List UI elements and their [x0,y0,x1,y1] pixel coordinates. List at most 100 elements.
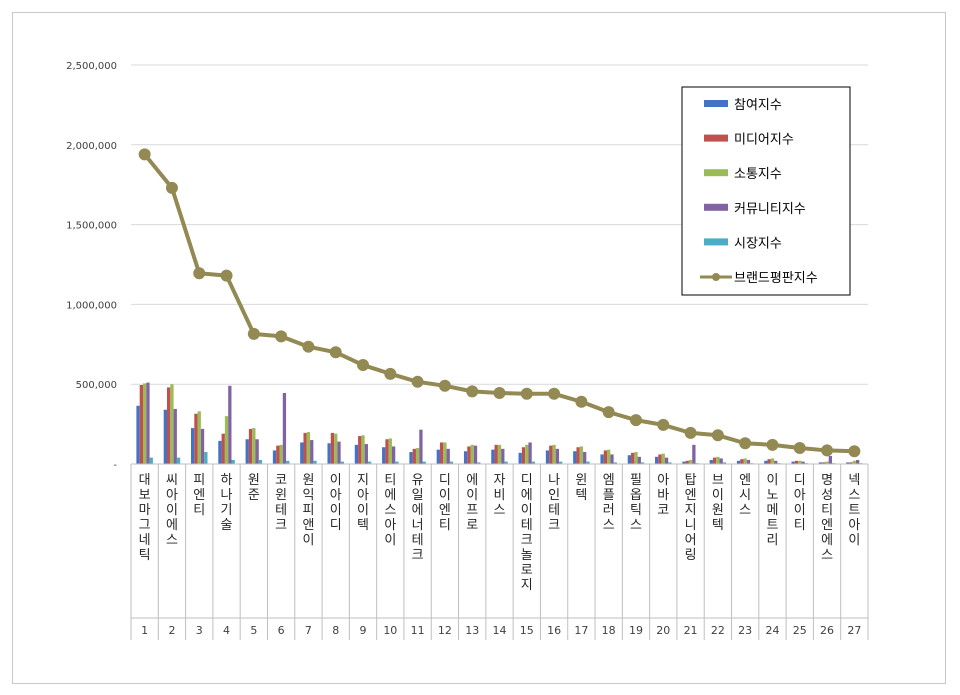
bar [282,392,287,464]
x-category-label-char: 나 [221,488,233,503]
bar [719,458,723,464]
x-category-label-char: 윈 [575,473,587,488]
x-category-label-char: 아 [657,473,669,488]
x-rank-label: 10 [383,624,397,637]
x-category-label-char: 로 [521,563,533,578]
x-category-label-char: 티 [794,518,806,533]
bar [218,440,222,464]
bar [767,459,771,464]
x-category-label-char: 이 [330,503,342,518]
x-category-label-char: 이 [466,488,478,503]
x-category-label-char: 엔 [739,473,751,488]
bar [330,432,335,464]
x-category-label-char: 나 [548,473,560,488]
legend-label: 시장지수 [734,236,782,251]
legend-label: 참여지수 [734,98,782,113]
x-rank-label: 3 [196,624,203,637]
x-category-label-char: 메 [766,503,778,518]
x-rank-label: 12 [438,624,452,637]
x-category-label-char: 유 [412,473,424,488]
x-category-label-char: 이 [384,533,396,548]
bar [685,460,689,464]
x-category-label-char: 피 [302,503,314,518]
line-marker [766,438,779,451]
bar [248,428,253,464]
bar [846,462,850,464]
x-category-label-char: 인 [548,488,560,503]
y-tick-label: - [113,460,117,471]
x-rank-label: 11 [411,624,425,637]
x-category-label-char: 이 [330,473,342,488]
line-marker [657,418,670,431]
bar [286,460,290,464]
x-category-label-char: 테 [521,518,533,533]
bar [436,449,440,464]
bar [712,457,717,464]
legend-label: 커뮤니티지수 [734,202,806,217]
bar [300,442,304,464]
bar [388,438,392,464]
legend-label: 소통지수 [734,167,782,182]
bar [166,387,171,464]
x-category-label-char: 틱 [630,503,642,518]
bar [382,447,386,464]
x-category-label-char: 크 [412,548,424,563]
line-marker [329,346,342,359]
x-category-label-char: 트 [766,518,778,533]
bar [576,447,580,464]
x-rank-label: 5 [250,624,257,637]
x-category-label-char: 에 [166,518,178,533]
bar [136,405,140,464]
bar [600,454,604,464]
bar [658,454,662,464]
x-category-label-char: 이 [439,488,451,503]
line-marker [384,367,397,380]
bar [491,449,495,464]
x-category-label-char: 스 [603,518,615,533]
bar [613,462,617,464]
x-rank-label: 2 [168,624,175,637]
bar [391,446,396,464]
x-category-label-char: 술 [221,518,233,533]
y-tick-label: 500,000 [76,380,117,391]
x-category-label-char: 스 [821,548,833,563]
line-marker [548,387,561,400]
x-category-label-char: 명 [821,473,833,488]
line-marker [520,387,533,400]
x-category-label-char: 스 [630,518,642,533]
bar [664,457,669,464]
bar [446,448,450,464]
x-category-label-char: 그 [139,518,151,533]
bar [559,461,563,464]
bar [221,433,225,464]
bar [736,460,741,464]
bar [361,435,365,464]
bar [409,452,413,464]
bar [716,456,720,464]
line-marker [220,269,233,282]
x-rank-label: 14 [493,624,507,637]
x-rank-label: 25 [793,624,807,637]
x-category-label-char: 지 [685,503,697,518]
bar [825,461,829,464]
x-category-label-char: 엠 [603,473,615,488]
bar [791,461,795,464]
y-axis-labels: - 500,000 1,000,000 1,500,000 2,000,000 2,500… [66,61,117,471]
x-rank-label: 9 [360,624,367,637]
x-category-label-char: 익 [302,488,314,503]
bar [586,461,590,464]
x-rank-label: 26 [820,624,834,637]
x-category-label-char: 니 [685,518,697,533]
x-category-label-char: 디 [330,518,342,533]
x-category-label-char: 아 [166,488,178,503]
bar [555,448,560,464]
bar [422,461,426,464]
legend-label: 미디어지수 [734,133,794,148]
x-category-label-char: 아 [384,518,396,533]
x-category-label-char: 링 [685,548,697,563]
bar [194,413,198,464]
x-rank-label: 4 [223,624,230,637]
bar-series [136,382,863,464]
bar [258,460,263,464]
